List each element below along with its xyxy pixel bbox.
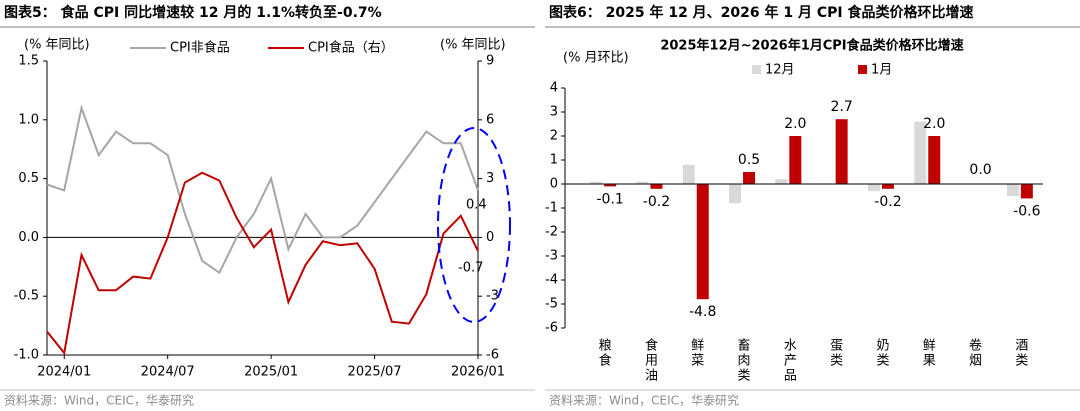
x-tick-label: 蛋类 — [827, 338, 843, 368]
y-tick-label: 0.0 — [18, 230, 39, 245]
data-label: 2.0 — [923, 116, 945, 132]
x-tick-label: 鲜果 — [920, 338, 936, 368]
y-axis-label: (% 年同比) — [24, 38, 90, 53]
highlight-ellipse — [437, 127, 511, 323]
data-label: -0.6 — [1013, 203, 1040, 219]
data-label: 2.0 — [784, 116, 806, 132]
y2-tick-label: 3 — [486, 171, 494, 186]
annotation: -0.7 — [458, 261, 483, 276]
y2-tick-label: 0 — [486, 230, 494, 245]
y2-tick-label: 6 — [486, 112, 494, 127]
bar — [604, 184, 617, 187]
legend-label: 12月 — [765, 63, 795, 78]
source: 资料来源：Wind，CEIC，华泰研究 — [549, 393, 739, 408]
y-tick-label: -4 — [545, 273, 558, 288]
x-tick-label: 2025/01 — [244, 365, 298, 380]
x-tick-label: 粮食 — [596, 338, 612, 368]
chart-title: 图表6： 2025 年 12 月、2026 年 1 月 CPI 食品类价格环比增… — [549, 4, 974, 21]
y-axis-label: (% 月环比) — [563, 51, 629, 66]
bar — [1006, 184, 1019, 196]
legend-label: 1月 — [871, 63, 892, 78]
data-label: 0.0 — [969, 162, 991, 178]
legend-label: CPI食品（右） — [308, 40, 394, 56]
y-tick-label: 1 — [550, 153, 558, 168]
y-tick-label: 0.5 — [18, 171, 39, 186]
series-line — [46, 104, 479, 275]
legend-swatch — [752, 65, 761, 74]
y-tick-label: -1 — [545, 201, 558, 216]
y-tick-label: 0 — [550, 177, 558, 192]
bar — [682, 164, 695, 184]
x-tick-label: 2024/01 — [37, 365, 91, 380]
bar — [590, 181, 603, 184]
bar — [881, 184, 894, 189]
annotation: 0.4 — [466, 198, 487, 213]
data-label: -0.2 — [643, 194, 670, 210]
x-tick-label: 酒类 — [1012, 338, 1028, 368]
y2-tick-label: 9 — [486, 54, 494, 69]
y2-tick-label: -6 — [486, 348, 499, 363]
x-tick-label: 2026/01 — [451, 365, 505, 380]
y-tick-label: 4 — [550, 81, 558, 96]
bar — [914, 121, 927, 184]
data-label: 2.7 — [831, 99, 853, 115]
source: 资料来源：Wind，CEIC，华泰研究 — [4, 393, 194, 408]
x-tick-label: 食用油 — [642, 337, 658, 383]
legend-swatch — [858, 65, 867, 74]
bar — [928, 136, 941, 184]
data-label: -0.1 — [596, 191, 623, 207]
x-tick-label: 2025/07 — [348, 365, 402, 380]
x-tick-label: 鲜菜 — [688, 338, 704, 368]
y-tick-label: 1.0 — [18, 112, 39, 127]
x-tick-label: 卷烟 — [966, 337, 982, 368]
y2-axis-label: (% 年同比) — [440, 38, 506, 53]
bar — [775, 179, 788, 184]
y-tick-label: -3 — [545, 249, 558, 264]
legend-label: CPI非食品 — [170, 40, 230, 56]
x-tick-label: 水产品 — [781, 338, 797, 383]
y-tick-label: 1.5 — [18, 54, 39, 69]
y-tick-label: -6 — [545, 321, 558, 336]
y-tick-label: -2 — [545, 225, 558, 240]
x-tick-label: 畜肉类 — [735, 337, 751, 383]
y2-tick-label: -3 — [486, 289, 499, 304]
x-tick-label: 2024/07 — [141, 365, 195, 380]
data-label: -4.8 — [689, 304, 716, 320]
chart-subtitle: 2025年12月~2026年1月CPI食品类价格环比增速 — [660, 38, 963, 54]
y-tick-label: -1.0 — [14, 348, 39, 363]
data-label: -0.2 — [874, 194, 901, 210]
bar — [867, 184, 880, 192]
bar — [636, 181, 649, 184]
y-tick-label: 2 — [550, 129, 558, 144]
bar — [696, 184, 709, 300]
y-tick-label: -0.5 — [14, 289, 39, 304]
bar — [743, 172, 756, 184]
y-tick-label: 3 — [550, 105, 558, 120]
bar — [835, 119, 848, 184]
series-line — [46, 171, 479, 356]
bar — [650, 184, 663, 189]
y-tick-label: -5 — [545, 297, 558, 312]
chart-title: 图表5： 食品 CPI 同比增速较 12 月的 1.1%转负至-0.7% — [4, 4, 382, 21]
data-label: 0.5 — [738, 152, 760, 168]
bar — [789, 136, 802, 184]
bar — [1020, 184, 1033, 199]
x-tick-label: 奶类 — [873, 338, 889, 368]
bar — [729, 184, 742, 204]
